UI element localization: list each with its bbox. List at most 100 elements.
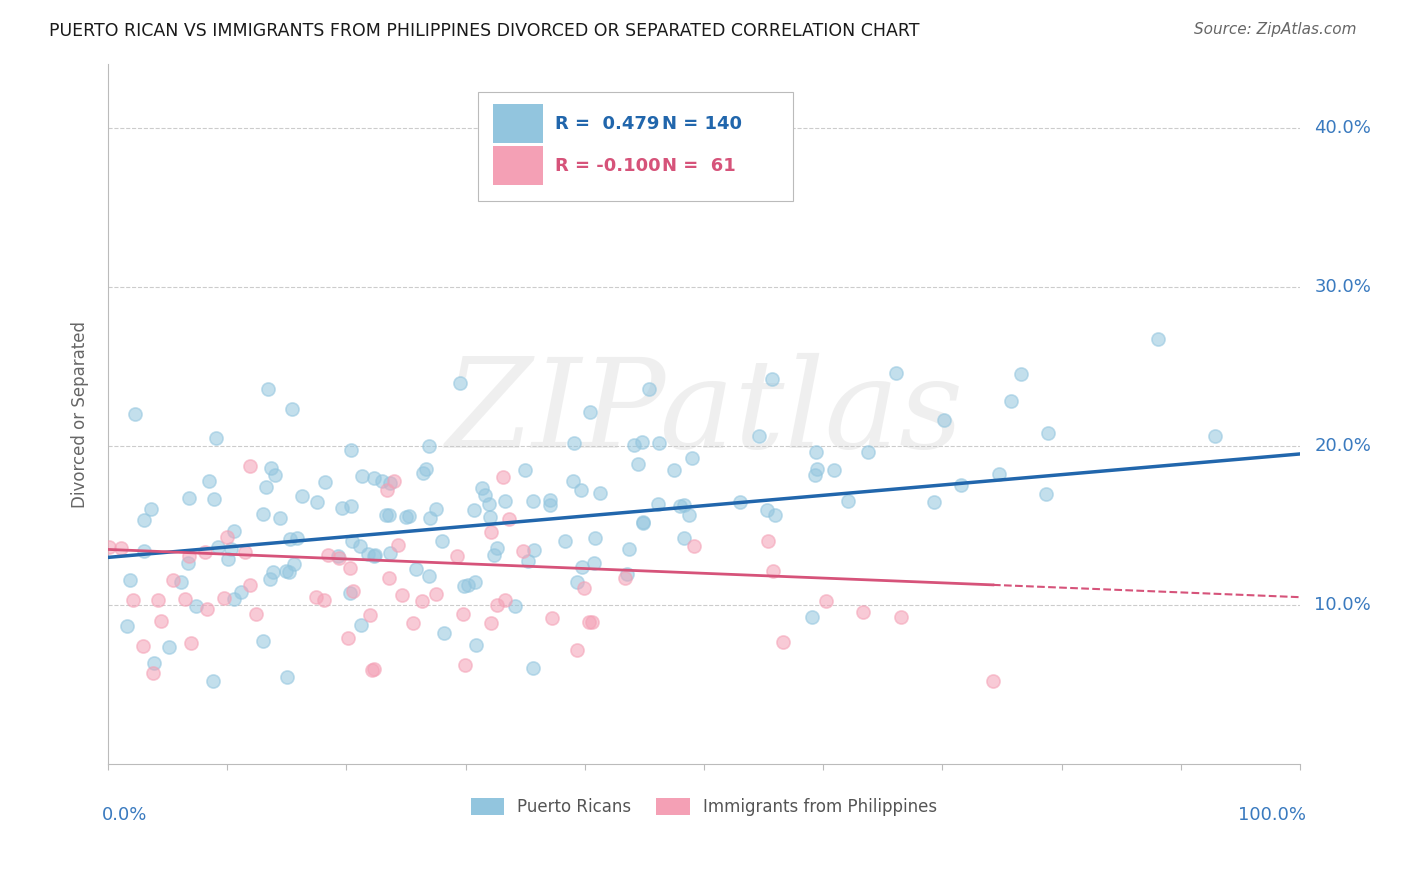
Point — [800, 610, 823, 624]
Point — [581, 615, 603, 630]
Point — [312, 593, 335, 607]
Point — [446, 549, 468, 563]
Point — [122, 593, 145, 607]
Point — [120, 573, 142, 587]
Point — [579, 405, 602, 419]
Point — [457, 578, 479, 592]
Point — [285, 531, 308, 545]
Point — [433, 625, 456, 640]
Point — [627, 458, 650, 472]
Point — [474, 488, 496, 502]
Point — [97, 540, 120, 554]
Point — [578, 615, 600, 629]
Point — [673, 499, 696, 513]
Point — [328, 550, 350, 565]
Point — [157, 640, 180, 654]
Point — [415, 461, 437, 475]
Point — [375, 508, 398, 523]
Point — [762, 564, 785, 578]
Point — [219, 542, 242, 557]
Point — [485, 541, 508, 555]
Point — [647, 497, 669, 511]
Point — [179, 549, 201, 563]
Point — [823, 463, 845, 477]
Point — [617, 541, 640, 556]
Point — [932, 413, 955, 427]
Point — [554, 534, 576, 549]
Point — [205, 431, 228, 445]
Point — [370, 474, 392, 488]
Point — [479, 525, 502, 540]
Point — [756, 503, 779, 517]
Point — [212, 591, 235, 605]
Point — [264, 468, 287, 483]
Point — [418, 439, 440, 453]
Point — [269, 510, 291, 524]
Point — [856, 444, 879, 458]
Point — [340, 533, 363, 548]
Point — [387, 538, 409, 552]
Point — [669, 499, 692, 513]
Point — [638, 382, 661, 396]
Point — [571, 560, 593, 574]
Point — [567, 642, 589, 657]
Point — [229, 585, 252, 599]
Point — [184, 599, 207, 614]
Point — [359, 607, 381, 622]
Point — [852, 605, 875, 619]
Point — [245, 607, 267, 621]
Point — [672, 531, 695, 545]
Point — [522, 661, 544, 675]
Point — [648, 436, 671, 450]
Point — [523, 543, 546, 558]
Point — [981, 673, 1004, 688]
Text: 30.0%: 30.0% — [1315, 277, 1371, 296]
Point — [613, 571, 636, 585]
Point — [988, 467, 1011, 482]
Point — [484, 548, 506, 562]
Point — [149, 614, 172, 628]
Point — [562, 475, 585, 489]
Point — [678, 508, 700, 522]
Point — [419, 511, 441, 525]
Point — [398, 508, 420, 523]
Point — [464, 574, 486, 589]
Point — [173, 591, 195, 606]
Point — [132, 639, 155, 653]
Point — [177, 491, 200, 505]
Text: 10.0%: 10.0% — [1315, 596, 1371, 614]
Point — [363, 662, 385, 676]
Point — [170, 574, 193, 589]
Point — [616, 566, 638, 581]
Point — [252, 633, 274, 648]
Point — [384, 474, 406, 488]
Point — [361, 663, 384, 677]
Point — [837, 494, 859, 508]
Point — [538, 498, 561, 512]
Point — [763, 508, 786, 523]
Point — [562, 436, 585, 450]
Point — [305, 494, 328, 508]
Text: 0.0%: 0.0% — [103, 806, 148, 824]
Point — [924, 495, 946, 509]
Y-axis label: Divorced or Separated: Divorced or Separated — [72, 320, 89, 508]
Point — [254, 480, 277, 494]
Text: N =  61: N = 61 — [662, 157, 735, 175]
Point — [274, 564, 297, 578]
Point — [756, 534, 779, 549]
Point — [412, 466, 434, 480]
Point — [350, 617, 373, 632]
Point — [425, 501, 447, 516]
Point — [503, 599, 526, 613]
Point — [202, 491, 225, 506]
FancyBboxPatch shape — [478, 92, 793, 201]
Point — [1000, 394, 1022, 409]
Point — [363, 549, 385, 564]
Point — [1036, 426, 1059, 441]
Point — [681, 451, 703, 466]
Point — [582, 556, 605, 570]
Point — [494, 593, 516, 607]
Point — [277, 565, 299, 579]
Point — [115, 619, 138, 633]
Text: 100.0%: 100.0% — [1237, 806, 1306, 824]
